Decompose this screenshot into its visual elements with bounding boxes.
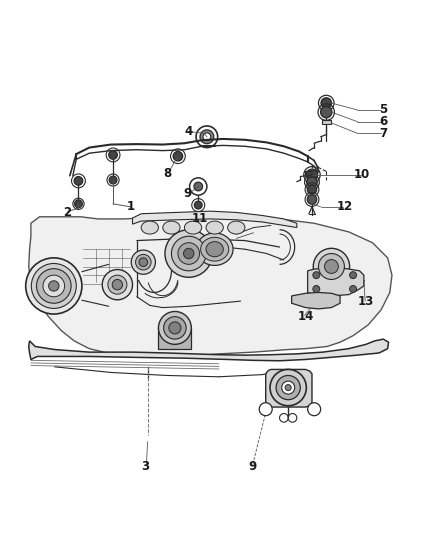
Circle shape [165, 230, 212, 277]
Polygon shape [133, 211, 297, 228]
Ellipse shape [206, 241, 223, 257]
Text: 6: 6 [379, 115, 388, 128]
Circle shape [49, 281, 59, 291]
Circle shape [313, 272, 320, 279]
Circle shape [285, 384, 291, 391]
Text: 11: 11 [191, 212, 208, 224]
Circle shape [321, 107, 332, 118]
Circle shape [178, 243, 200, 264]
Circle shape [321, 98, 332, 108]
Circle shape [102, 270, 133, 300]
Circle shape [139, 258, 148, 266]
Circle shape [74, 176, 83, 185]
Circle shape [173, 151, 183, 161]
Circle shape [112, 279, 123, 290]
Circle shape [169, 322, 181, 334]
Ellipse shape [196, 233, 233, 265]
Text: 4: 4 [184, 125, 193, 138]
Circle shape [184, 248, 194, 259]
Circle shape [325, 260, 338, 273]
Circle shape [318, 254, 344, 279]
Circle shape [200, 130, 214, 144]
Polygon shape [159, 328, 191, 349]
Text: 3: 3 [141, 460, 149, 473]
Polygon shape [29, 215, 392, 357]
Text: 1: 1 [126, 200, 134, 213]
Polygon shape [29, 339, 389, 361]
Circle shape [270, 369, 306, 406]
Circle shape [276, 375, 300, 400]
Circle shape [109, 151, 117, 159]
Text: 9: 9 [184, 187, 192, 200]
Circle shape [164, 317, 186, 339]
Circle shape [135, 254, 151, 270]
Polygon shape [307, 268, 364, 296]
Circle shape [74, 200, 82, 208]
Circle shape [131, 250, 155, 274]
Circle shape [307, 403, 321, 416]
Text: 9: 9 [249, 460, 257, 473]
Circle shape [194, 201, 202, 209]
Ellipse shape [184, 221, 202, 234]
Polygon shape [200, 144, 215, 146]
Circle shape [313, 248, 350, 285]
Circle shape [32, 263, 76, 309]
Circle shape [282, 381, 295, 394]
Circle shape [108, 275, 127, 294]
Circle shape [259, 403, 272, 416]
Text: 10: 10 [353, 168, 370, 181]
Text: 13: 13 [358, 295, 374, 309]
Circle shape [350, 286, 357, 293]
Circle shape [190, 178, 207, 195]
Polygon shape [292, 293, 340, 309]
Circle shape [194, 182, 202, 191]
Polygon shape [322, 120, 331, 124]
Circle shape [307, 185, 317, 195]
Ellipse shape [141, 221, 159, 234]
Text: 14: 14 [297, 310, 314, 322]
Circle shape [196, 126, 218, 148]
Polygon shape [266, 369, 312, 407]
Circle shape [26, 258, 82, 314]
Circle shape [203, 133, 211, 141]
Circle shape [171, 236, 206, 271]
Circle shape [159, 311, 191, 344]
Text: 8: 8 [163, 167, 171, 180]
Ellipse shape [206, 221, 223, 234]
Circle shape [350, 272, 357, 279]
Circle shape [313, 286, 320, 293]
Ellipse shape [201, 237, 229, 261]
Circle shape [109, 176, 117, 184]
Circle shape [307, 177, 317, 188]
Text: 12: 12 [336, 200, 353, 213]
Circle shape [306, 169, 318, 181]
Text: 5: 5 [379, 103, 388, 116]
Ellipse shape [163, 221, 180, 234]
Circle shape [43, 275, 65, 297]
Ellipse shape [228, 221, 245, 234]
Circle shape [36, 269, 71, 303]
Text: 2: 2 [63, 206, 71, 219]
Text: 7: 7 [379, 127, 387, 140]
Circle shape [307, 195, 317, 204]
